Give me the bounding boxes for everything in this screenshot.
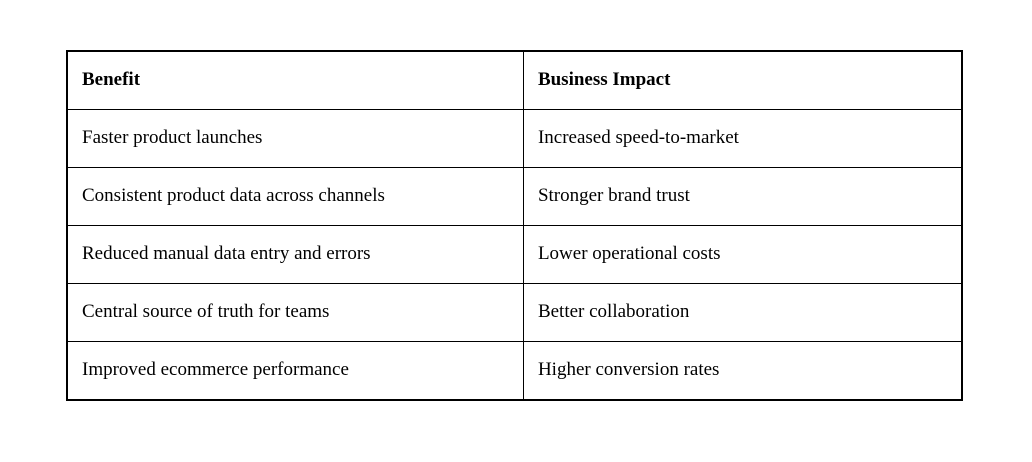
cell-benefit: Central source of truth for teams xyxy=(66,283,524,343)
benefit-impact-table: Benefit Business Impact Faster product l… xyxy=(66,50,963,401)
cell-impact: Higher conversion rates xyxy=(522,341,963,401)
table-row: Improved ecommerce performance Higher co… xyxy=(66,341,963,401)
cell-impact: Increased speed-to-market xyxy=(522,108,963,168)
cell-benefit: Faster product launches xyxy=(66,108,524,168)
cell-benefit: Improved ecommerce performance xyxy=(66,341,524,401)
cell-impact: Better collaboration xyxy=(522,283,963,343)
table-row: Consistent product data across channels … xyxy=(66,166,963,226)
cell-benefit: Consistent product data across channels xyxy=(66,166,524,226)
cell-benefit: Reduced manual data entry and errors xyxy=(66,224,524,285)
table-row: Reduced manual data entry and errors Low… xyxy=(66,224,963,285)
cell-impact: Lower operational costs xyxy=(522,224,963,285)
cell-impact: Stronger brand trust xyxy=(522,166,963,226)
header-cell-benefit: Benefit xyxy=(66,50,524,110)
table-row: Central source of truth for teams Better… xyxy=(66,283,963,343)
table-row: Faster product launches Increased speed-… xyxy=(66,108,963,168)
table-header-row: Benefit Business Impact xyxy=(66,50,963,110)
header-cell-business-impact: Business Impact xyxy=(522,50,963,110)
